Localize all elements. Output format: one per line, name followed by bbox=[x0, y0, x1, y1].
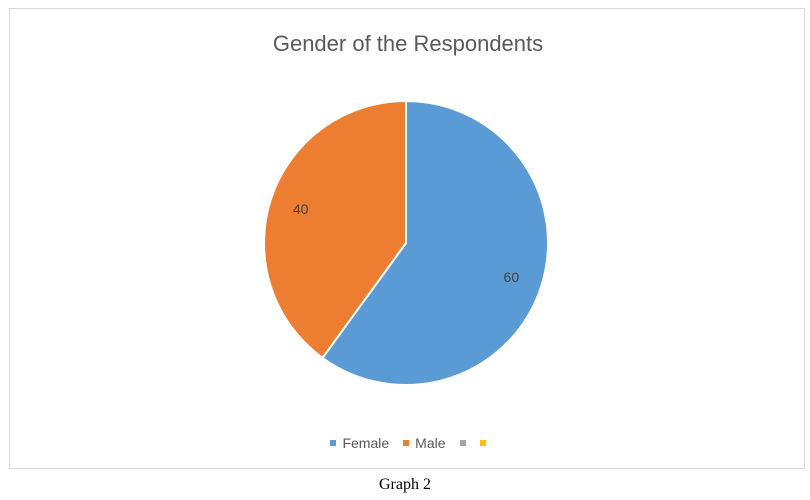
legend-entry-blank-2 bbox=[459, 440, 466, 446]
figure-caption: Graph 2 bbox=[379, 476, 431, 493]
legend-swatch bbox=[330, 440, 337, 446]
data-label-female: 60 bbox=[504, 269, 520, 285]
legend-entry-female: Female bbox=[330, 435, 389, 451]
pie-slice-female bbox=[321, 99, 549, 386]
pie-slice-male bbox=[263, 99, 407, 360]
chart-area: Gender of the Respondents 60 40 Female Mal… bbox=[9, 8, 805, 469]
legend-swatch bbox=[403, 440, 410, 446]
chart-title: Gender of the Respondents bbox=[272, 31, 544, 56]
legend-entry-male: Male bbox=[403, 435, 446, 451]
pie-chart: 60 40 bbox=[263, 99, 549, 386]
chart-legend: Female Male bbox=[10, 435, 806, 451]
legend-label: Male bbox=[415, 435, 446, 451]
legend-entry-blank-3 bbox=[479, 440, 486, 446]
legend-label: Female bbox=[342, 435, 390, 451]
legend-swatch bbox=[459, 440, 466, 446]
data-label-male: 40 bbox=[293, 201, 309, 217]
legend-swatch bbox=[479, 440, 486, 446]
